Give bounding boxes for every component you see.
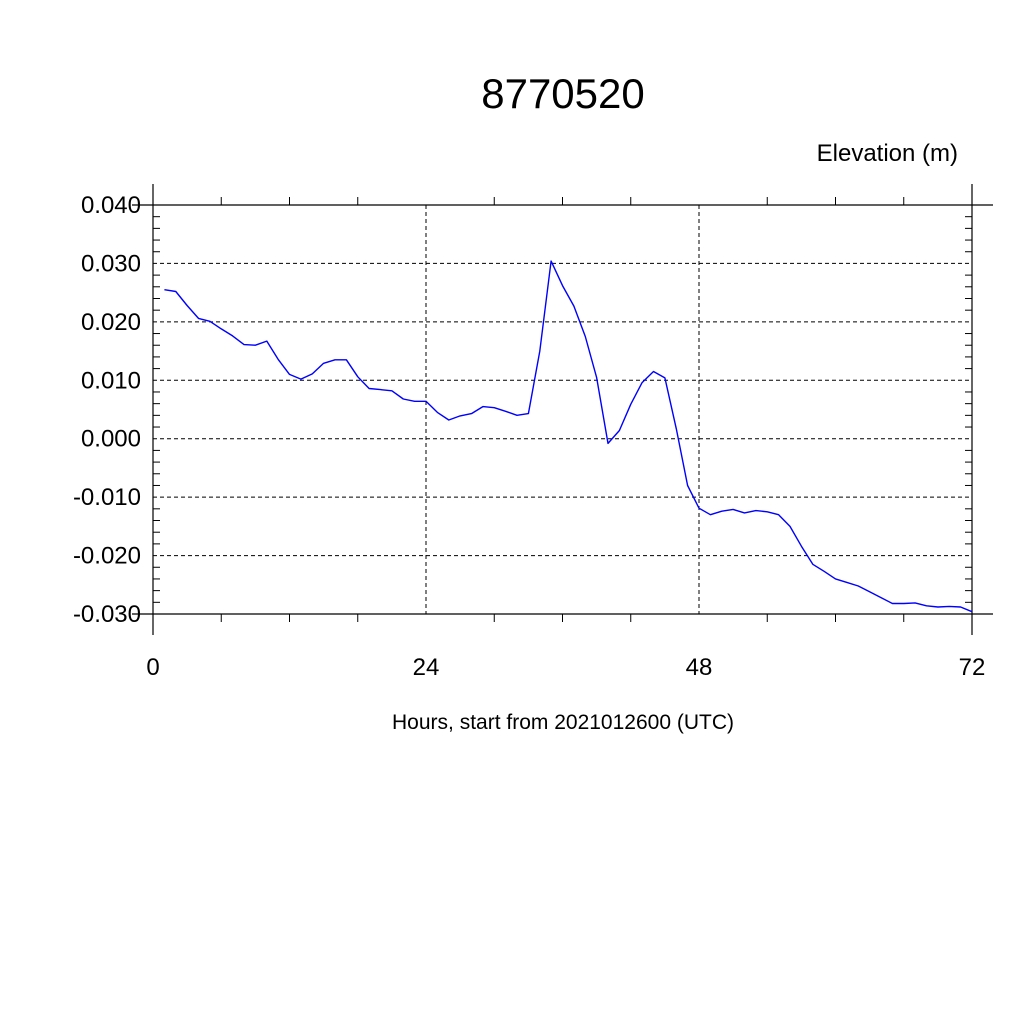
series-layer	[164, 260, 973, 613]
x-axis-label: Hours, start from 2021012600 (UTC)	[392, 711, 734, 734]
plot-frame	[132, 184, 993, 635]
x-tick-label: 48	[686, 654, 713, 681]
axis-ticks	[153, 197, 972, 622]
y-tick-label: 0.000	[81, 426, 141, 453]
y-tick-label: 0.010	[81, 367, 141, 394]
grid	[152, 204, 973, 615]
series-line	[164, 260, 973, 613]
y-tick-label: -0.020	[73, 543, 141, 570]
y-tick-label: -0.010	[73, 484, 141, 511]
y-tick-label: 0.030	[81, 250, 141, 277]
y-axis-label: Elevation (m)	[817, 140, 958, 167]
chart-title: 8770520	[481, 70, 645, 117]
tick-labels: 0.040 0.030 0.020 0.010 0.000 -0.010 -0.020 -0.…	[73, 192, 985, 681]
y-tick-label: 0.020	[81, 309, 141, 336]
x-tick-label: 0	[146, 654, 159, 681]
x-tick-label: 24	[413, 654, 440, 681]
y-tick-label: -0.030	[73, 601, 141, 628]
x-tick-label: 72	[959, 654, 986, 681]
y-tick-label: 0.040	[81, 192, 141, 219]
